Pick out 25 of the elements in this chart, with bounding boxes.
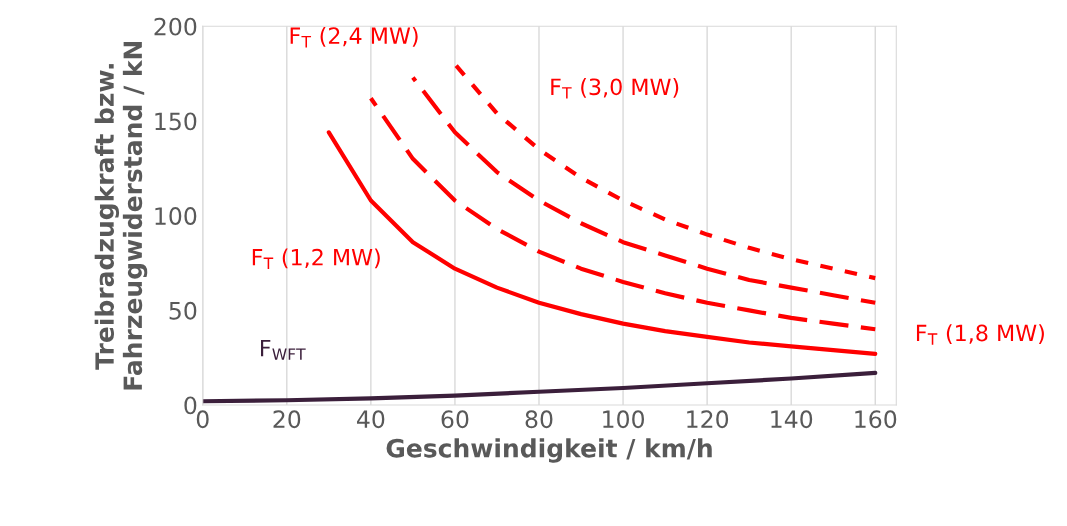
x-tick-label: 0 [196,410,209,429]
line-series [202,370,878,404]
y-tick-label: 200 [154,17,197,36]
series-label: F$_{WFT}$ [261,340,306,360]
series-label: F$_{T}$ (2,4 MW) [290,26,418,48]
y-axis-title: Treibradzugkraft bzw. Fahrzeugwiderstand / kN [94,41,148,390]
x-tick-label: 80 [525,410,553,429]
x-tick-label: 20 [273,410,301,429]
line-series [452,62,878,281]
x-tick-label: 100 [603,410,645,429]
x-tick-label: 40 [357,410,385,429]
series-label: F$_{T}$ (1,2 MW) [252,248,380,269]
line-series [326,130,878,356]
line-series [410,75,878,305]
x-axis-title: Geschwindigkeit / km/h [386,438,712,463]
y-tick-label: 150 [155,112,197,131]
y-tick-label: 50 [169,301,197,320]
y-tick-label: 100 [155,207,197,225]
x-tick-label: 160 [855,410,897,429]
x-tick-label: 60 [441,410,469,429]
text: F$_{T}$ (3,0 MW) [551,78,679,99]
x-tick-label: 140 [771,410,813,429]
x-tick-label: 120 [687,410,729,429]
series-label: F$_{T}$ (1,8 MW) [916,324,1044,345]
y-tick-label: 0 [184,396,197,415]
